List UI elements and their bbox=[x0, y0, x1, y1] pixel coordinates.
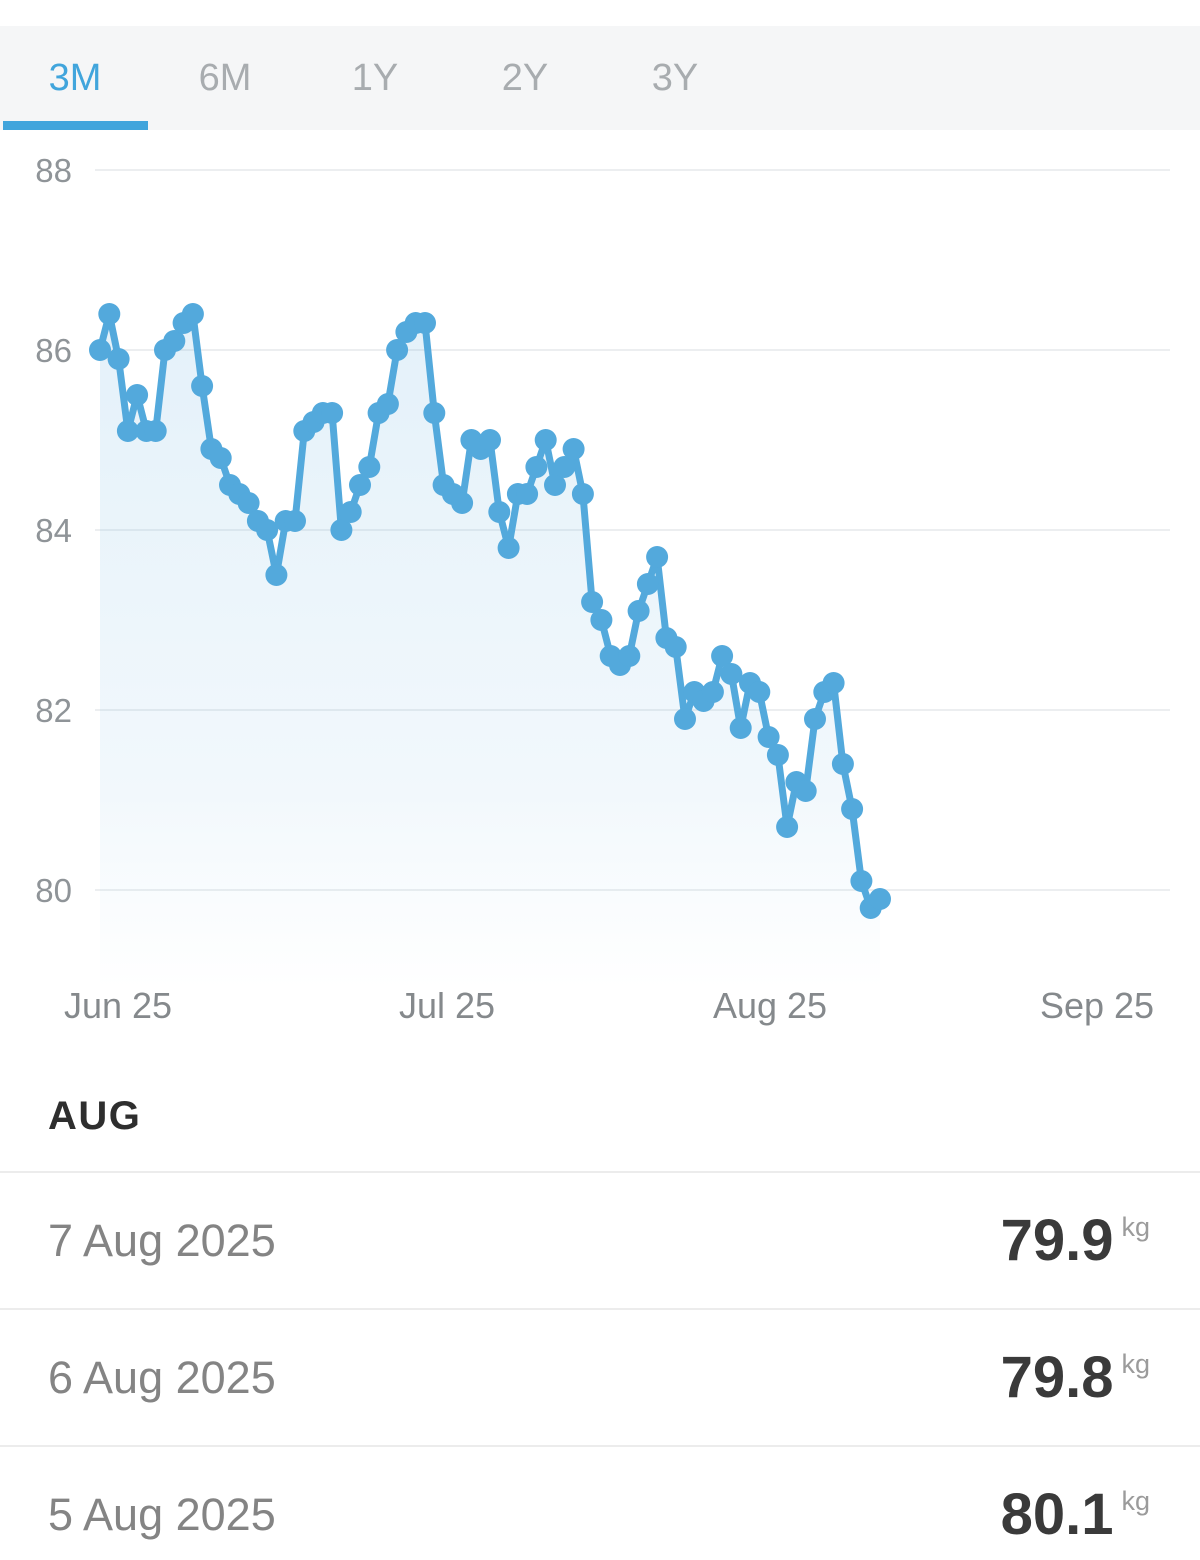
data-point bbox=[209, 447, 232, 469]
entry-date: 6 Aug 2025 bbox=[48, 1351, 276, 1403]
x-axis-tick-label: Jul 25 bbox=[399, 985, 495, 1026]
data-point bbox=[701, 681, 724, 703]
data-point bbox=[571, 483, 594, 505]
data-point bbox=[89, 339, 111, 361]
data-point bbox=[711, 645, 734, 667]
entry-weight: 79.8 bbox=[1000, 1344, 1114, 1410]
entry-value: 80.1 kg bbox=[1000, 1481, 1150, 1547]
data-point bbox=[321, 402, 344, 424]
entry-unit: kg bbox=[1121, 1348, 1150, 1379]
data-point bbox=[516, 483, 539, 505]
month-section-header: AUG bbox=[48, 1094, 142, 1138]
data-point bbox=[144, 420, 167, 442]
data-point bbox=[869, 888, 891, 910]
tab-2y[interactable]: 2Y bbox=[501, 56, 549, 99]
data-point bbox=[330, 519, 353, 541]
data-point bbox=[423, 402, 446, 424]
weight-entry-row[interactable]: 6 Aug 2025 79.8 kg bbox=[0, 1308, 1200, 1445]
data-point bbox=[488, 501, 511, 523]
tab-3m[interactable]: 3M bbox=[48, 56, 102, 99]
data-point bbox=[284, 510, 306, 532]
weight-entry-row[interactable]: 7 Aug 2025 79.9 kg bbox=[0, 1171, 1200, 1308]
data-point bbox=[107, 348, 130, 370]
data-point bbox=[748, 681, 771, 703]
weight-entry-row[interactable]: 5 Aug 2025 80.1 kg bbox=[0, 1445, 1200, 1560]
chart-area-fill bbox=[100, 314, 880, 988]
data-point bbox=[386, 339, 409, 361]
y-axis-tick-label: 86 bbox=[35, 332, 72, 369]
entry-weight: 79.9 bbox=[1000, 1207, 1114, 1273]
data-point bbox=[776, 816, 799, 838]
data-point bbox=[636, 573, 659, 595]
data-point bbox=[544, 474, 566, 496]
data-point bbox=[804, 708, 826, 730]
data-point bbox=[757, 726, 780, 748]
entry-value: 79.8 kg bbox=[1000, 1344, 1150, 1410]
weight-chart[interactable]: 88 86 84 82 80 Jun 25 Jul 25 Aug 25 Sep 25 bbox=[0, 130, 1200, 1030]
data-point bbox=[646, 546, 669, 568]
data-point bbox=[451, 492, 474, 514]
data-point bbox=[358, 456, 381, 478]
x-axis-tick-label: Aug 25 bbox=[713, 985, 827, 1026]
data-point bbox=[581, 591, 604, 613]
data-point bbox=[766, 744, 789, 766]
data-point bbox=[562, 438, 585, 460]
entry-date: 5 Aug 2025 bbox=[48, 1488, 276, 1540]
data-point bbox=[191, 375, 214, 397]
data-point bbox=[720, 663, 743, 685]
data-point bbox=[841, 798, 864, 820]
data-point bbox=[553, 456, 576, 478]
data-point bbox=[534, 429, 557, 451]
data-point bbox=[831, 753, 854, 775]
data-point bbox=[627, 600, 650, 622]
data-point bbox=[265, 564, 288, 586]
y-axis-tick-label: 88 bbox=[35, 152, 72, 189]
entry-weight: 80.1 bbox=[1000, 1481, 1114, 1547]
data-point bbox=[414, 312, 436, 334]
entry-value: 79.9 kg bbox=[1000, 1207, 1150, 1273]
active-tab-underline bbox=[3, 121, 148, 130]
data-point bbox=[339, 501, 362, 523]
y-axis-tick-label: 84 bbox=[35, 512, 72, 549]
tab-1y[interactable]: 1Y bbox=[351, 56, 399, 99]
entry-date: 7 Aug 2025 bbox=[48, 1214, 276, 1266]
data-point bbox=[376, 393, 399, 415]
data-point bbox=[850, 870, 873, 892]
data-point bbox=[525, 456, 548, 478]
data-point bbox=[98, 303, 121, 325]
data-point bbox=[590, 609, 613, 631]
y-axis-tick-label: 82 bbox=[35, 692, 72, 729]
data-point bbox=[237, 492, 260, 514]
data-point bbox=[664, 636, 687, 658]
data-point bbox=[349, 474, 371, 496]
time-range-tabbar: 3M 6M 1Y 2Y 3Y bbox=[0, 26, 1200, 130]
data-point bbox=[618, 645, 641, 667]
data-point bbox=[822, 672, 845, 694]
x-axis-tick-label: Sep 25 bbox=[1040, 985, 1154, 1026]
x-axis-tick-label: Jun 25 bbox=[64, 985, 172, 1026]
data-point bbox=[163, 330, 186, 352]
data-point bbox=[729, 717, 752, 739]
data-point bbox=[181, 303, 204, 325]
data-point bbox=[794, 780, 817, 802]
data-point bbox=[126, 384, 149, 406]
entry-unit: kg bbox=[1121, 1211, 1150, 1242]
measurement-list: AUG 7 Aug 2025 79.9 kg 6 Aug 2025 79.8 k… bbox=[0, 1030, 1200, 1560]
data-point bbox=[479, 429, 501, 451]
data-point bbox=[116, 420, 139, 442]
data-point bbox=[256, 519, 279, 541]
entry-unit: kg bbox=[1121, 1485, 1150, 1516]
tab-3y[interactable]: 3Y bbox=[651, 56, 699, 99]
tab-6m[interactable]: 6M bbox=[198, 56, 252, 99]
data-point bbox=[674, 708, 696, 730]
y-axis-tick-label: 80 bbox=[35, 872, 72, 909]
data-point bbox=[497, 537, 520, 559]
